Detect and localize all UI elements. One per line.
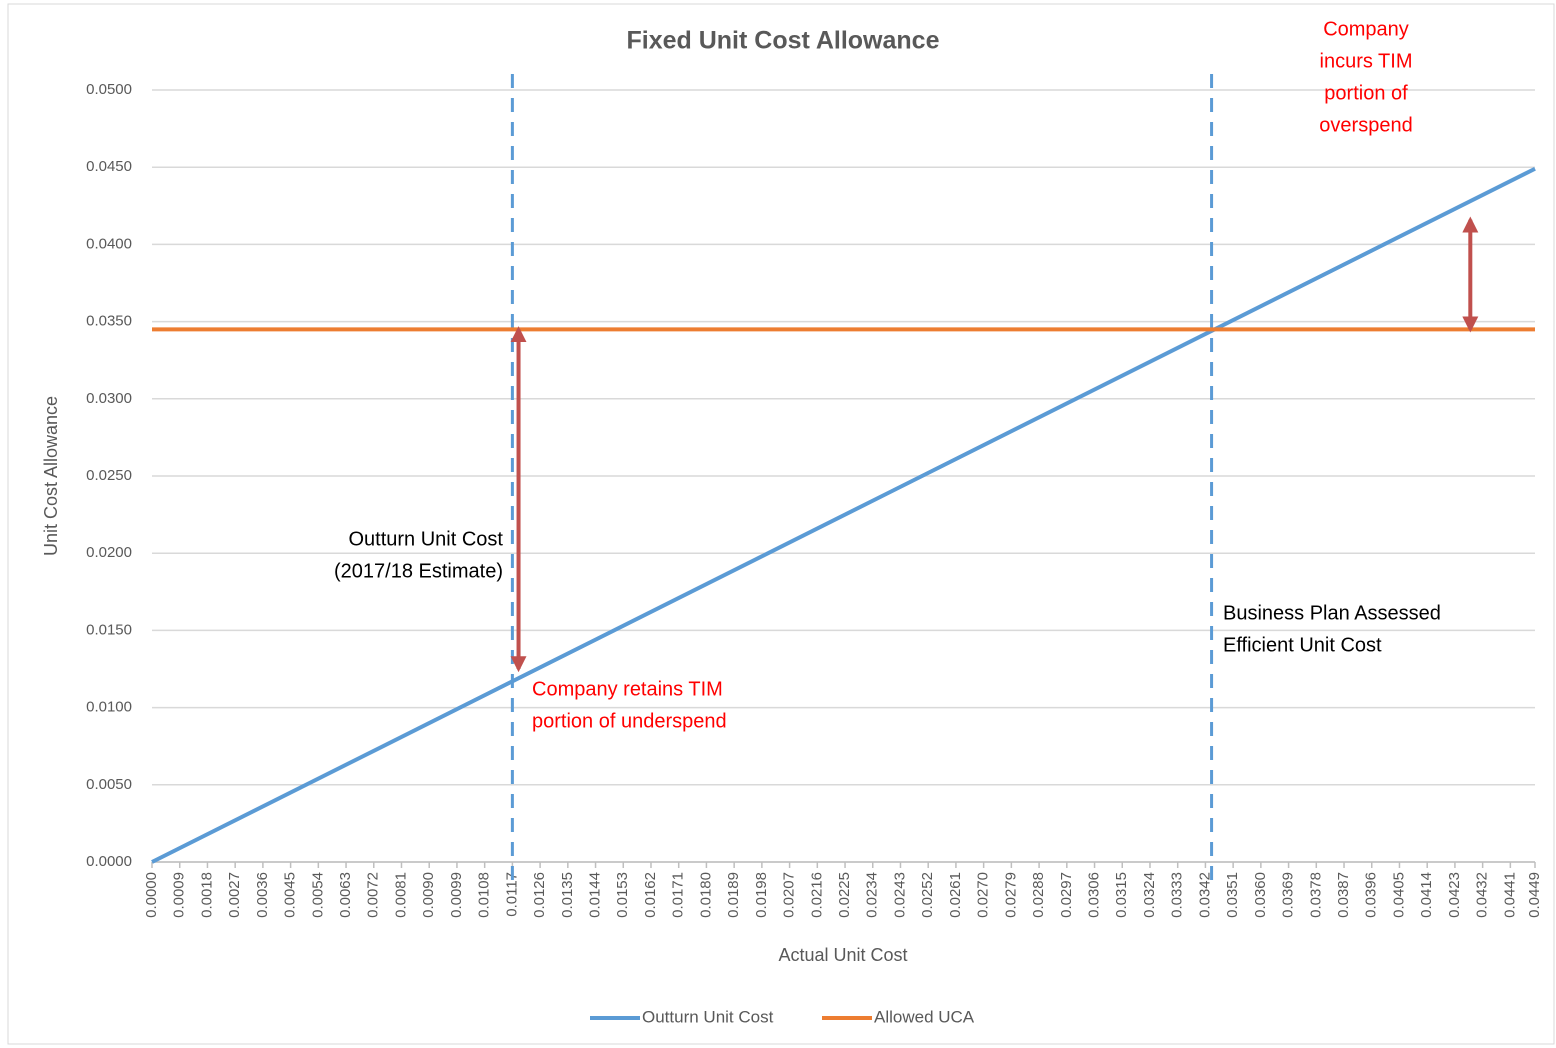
annotation: overspend xyxy=(1319,114,1412,136)
x-tick-label: 0.0333 xyxy=(1169,872,1186,918)
x-tick-label: 0.0189 xyxy=(725,872,742,918)
annotation: portion of underspend xyxy=(532,710,727,732)
x-tick-label: 0.0414 xyxy=(1418,872,1435,918)
x-tick-label: 0.0207 xyxy=(781,872,798,918)
x-tick-label: 0.0387 xyxy=(1335,872,1352,918)
y-tick-label: 0.0200 xyxy=(86,544,132,561)
y-tick-label: 0.0300 xyxy=(86,390,132,407)
x-tick-label: 0.0009 xyxy=(171,872,188,918)
x-tick-label: 0.0000 xyxy=(143,872,160,918)
y-tick-label: 0.0350 xyxy=(86,313,132,330)
x-tick-label: 0.0252 xyxy=(919,872,936,918)
x-tick-label: 0.0423 xyxy=(1446,872,1463,918)
x-tick-label: 0.0324 xyxy=(1141,872,1158,918)
x-tick-label: 0.0126 xyxy=(531,872,548,918)
x-tick-label: 0.0315 xyxy=(1113,872,1130,918)
y-tick-label: 0.0400 xyxy=(86,235,132,252)
y-tick-label: 0.0000 xyxy=(86,853,132,870)
y-tick-label: 0.0150 xyxy=(86,621,132,638)
x-tick-label: 0.0405 xyxy=(1390,872,1407,918)
x-tick-label: 0.0081 xyxy=(392,872,409,918)
legend-label: Outturn Unit Cost xyxy=(642,1007,774,1026)
y-axis-label: Unit Cost Allowance xyxy=(41,396,61,556)
x-tick-label: 0.0162 xyxy=(642,872,659,918)
x-tick-label: 0.0351 xyxy=(1224,872,1241,918)
annotation: incurs TIM xyxy=(1320,50,1413,72)
x-tick-label: 0.0045 xyxy=(282,872,299,918)
x-tick-label: 0.0054 xyxy=(309,872,326,918)
x-tick-label: 0.0108 xyxy=(476,872,493,918)
x-tick-label: 0.0378 xyxy=(1307,872,1324,918)
x-tick-label: 0.0234 xyxy=(864,872,881,918)
chart-title: Fixed Unit Cost Allowance xyxy=(626,27,939,55)
x-tick-label: 0.0369 xyxy=(1280,872,1297,918)
x-tick-label: 0.0261 xyxy=(947,872,964,918)
x-tick-label: 0.0090 xyxy=(420,872,437,918)
annotation: Company retains TIM xyxy=(532,678,723,700)
x-tick-label: 0.0072 xyxy=(365,872,382,918)
x-tick-label: 0.0342 xyxy=(1196,872,1213,918)
annotation: Company xyxy=(1323,18,1409,40)
annotation: Outturn Unit Cost xyxy=(348,528,503,550)
x-tick-label: 0.0360 xyxy=(1252,872,1269,918)
x-tick-label: 0.0135 xyxy=(559,872,576,918)
x-tick-label: 0.0117 xyxy=(503,872,520,917)
annotation: portion of xyxy=(1324,82,1408,104)
x-tick-label: 0.0216 xyxy=(808,872,825,918)
y-tick-label: 0.0450 xyxy=(86,158,132,175)
annotation: Business Plan Assessed xyxy=(1223,602,1441,624)
y-tick-label: 0.0100 xyxy=(86,699,132,716)
x-tick-label: 0.0153 xyxy=(614,872,631,918)
x-tick-label: 0.0270 xyxy=(975,872,992,918)
x-tick-label: 0.0144 xyxy=(587,872,604,918)
x-tick-label: 0.0027 xyxy=(226,872,243,918)
series-line xyxy=(151,166,1536,864)
x-tick-label: 0.0063 xyxy=(337,872,354,918)
x-tick-label: 0.0449 xyxy=(1526,872,1543,918)
y-tick-label: 0.0050 xyxy=(86,776,132,793)
x-tick-label: 0.0036 xyxy=(254,872,271,918)
annotation: (2017/18 Estimate) xyxy=(334,560,503,582)
annotation: Efficient Unit Cost xyxy=(1223,634,1382,656)
x-tick-label: 0.0018 xyxy=(198,872,215,918)
x-tick-label: 0.0288 xyxy=(1030,872,1047,918)
x-tick-label: 0.0099 xyxy=(448,872,465,918)
x-tick-label: 0.0225 xyxy=(836,872,853,918)
x-tick-label: 0.0243 xyxy=(891,872,908,918)
x-tick-label: 0.0441 xyxy=(1501,872,1518,918)
chart-frame xyxy=(7,3,1555,1045)
x-tick-label: 0.0396 xyxy=(1363,872,1380,918)
x-tick-label: 0.0279 xyxy=(1002,872,1019,918)
x-axis-label: Actual Unit Cost xyxy=(778,945,907,965)
x-tick-label: 0.0297 xyxy=(1058,872,1075,918)
legend-label: Allowed UCA xyxy=(874,1007,975,1026)
x-tick-label: 0.0171 xyxy=(670,872,687,918)
x-tick-label: 0.0198 xyxy=(753,872,770,918)
y-tick-label: 0.0500 xyxy=(86,81,132,98)
x-tick-label: 0.0180 xyxy=(697,872,714,918)
y-tick-label: 0.0250 xyxy=(86,467,132,484)
x-tick-label: 0.0306 xyxy=(1086,872,1103,918)
x-tick-label: 0.0432 xyxy=(1474,872,1491,918)
